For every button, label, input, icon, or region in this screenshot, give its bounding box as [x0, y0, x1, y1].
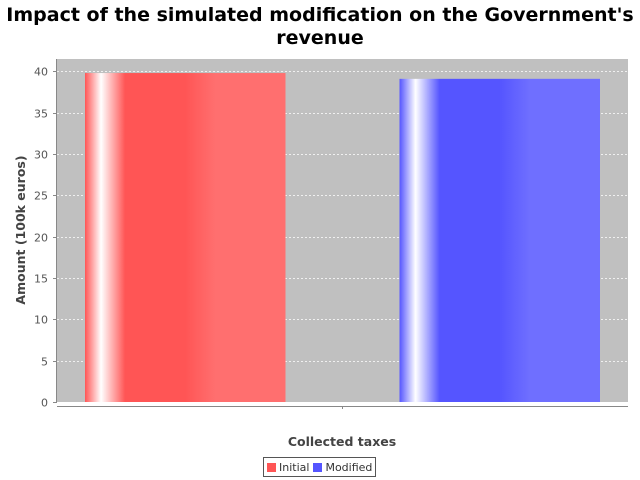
- y-tick-label: 25: [34, 190, 48, 203]
- legend-label: Initial: [279, 460, 310, 474]
- y-tick-label: 10: [34, 314, 48, 327]
- bar-initial: [85, 73, 286, 403]
- axes: [56, 59, 628, 409]
- y-tick-label: 20: [34, 232, 48, 245]
- legend-item: Modified: [313, 461, 372, 474]
- x-axis-label: Collected taxes: [288, 434, 396, 449]
- legend-swatch: [267, 462, 276, 472]
- y-tick-label: 40: [34, 66, 48, 79]
- y-axis-label: Amount (100k euros): [13, 155, 28, 304]
- bar-modified: [399, 78, 600, 402]
- legend-item: Initial: [267, 461, 309, 474]
- y-ticks: 0 5 10 15 20 25 30 35 40: [34, 66, 57, 410]
- chart-title: Impact of the simulated modification on …: [6, 4, 634, 49]
- y-tick-label: 30: [34, 149, 48, 162]
- y-tick-label: 0: [41, 397, 48, 410]
- y-tick-label: 5: [41, 356, 48, 369]
- gridlines: [57, 71, 628, 362]
- y-tick-label: 15: [34, 273, 48, 286]
- legend-swatch: [313, 462, 323, 472]
- legend: Initial Modified: [263, 457, 377, 477]
- y-tick-label: 35: [34, 108, 48, 121]
- legend-label: Modified: [325, 460, 373, 474]
- bars: [85, 73, 600, 403]
